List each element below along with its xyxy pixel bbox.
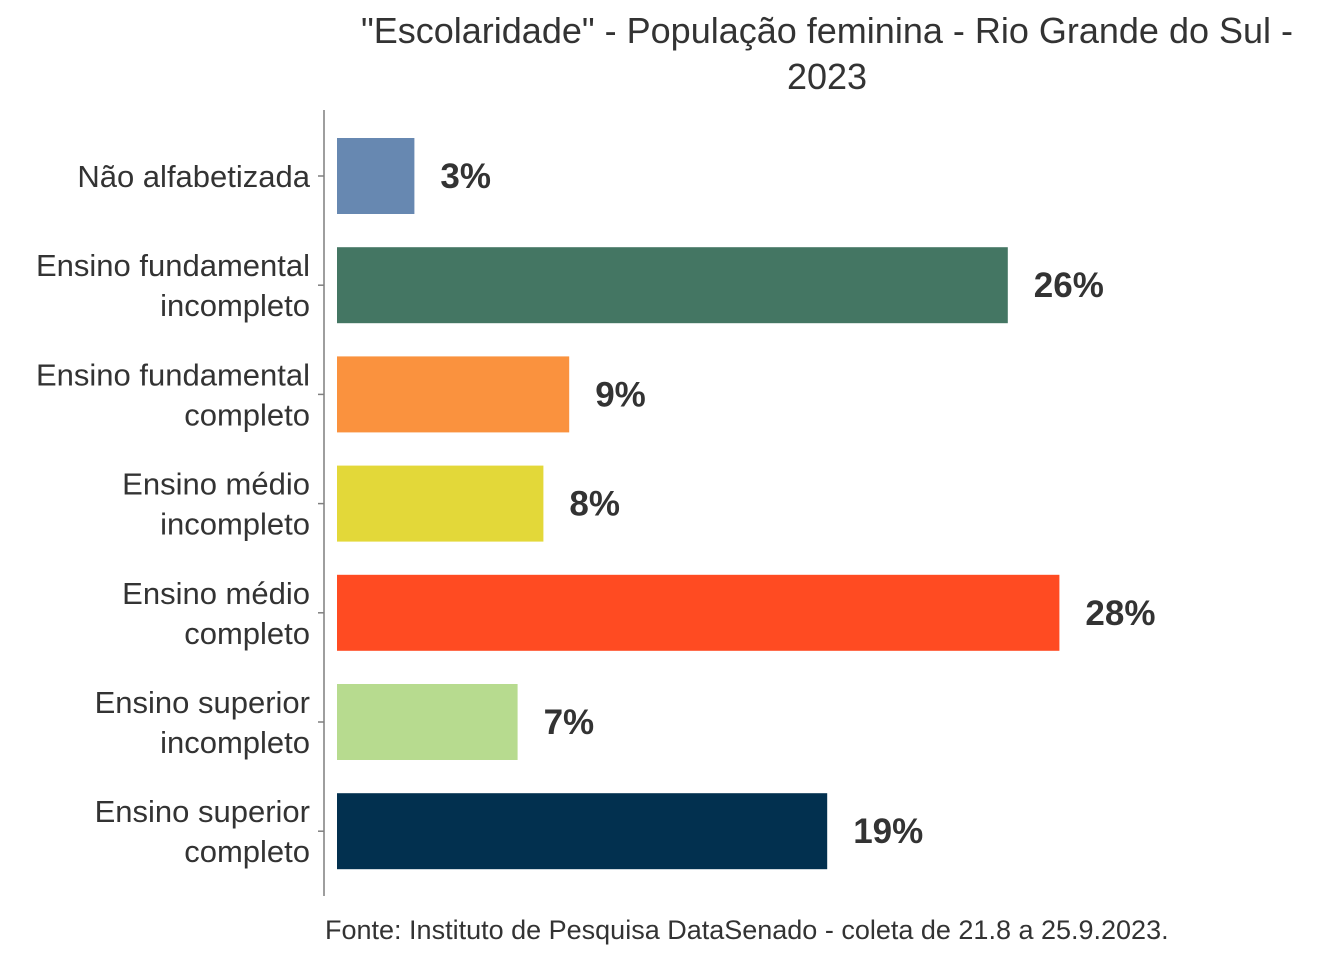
y-tick-label-line: Ensino superior <box>95 685 310 720</box>
bar <box>337 574 1060 651</box>
bars <box>337 138 1060 870</box>
y-axis <box>318 110 325 896</box>
data-label: 3% <box>440 157 491 196</box>
bar <box>337 138 415 214</box>
y-tick-label-line: completo <box>184 616 310 651</box>
y-tick-label-line: Ensino médio <box>122 576 310 611</box>
y-tick-label: Ensino fundamental completo <box>36 357 310 432</box>
data-label: 28% <box>1085 594 1155 633</box>
y-tick-label-line: incompleto <box>160 725 310 760</box>
bar <box>337 684 518 760</box>
value-labels: 3% 26% 9% 8% 28% 7% 19% <box>440 157 1155 851</box>
data-label: 19% <box>853 812 923 851</box>
y-tick-label-line: Não alfabetizada <box>77 159 310 194</box>
y-tick-label: Ensino médio incompleto <box>122 467 310 542</box>
bar <box>337 793 828 870</box>
chart-title-line-1: "Escolaridade" - População feminina - Ri… <box>360 10 1294 51</box>
y-tick-label-line: Ensino médio <box>122 467 310 502</box>
bar <box>337 356 570 433</box>
data-label: 8% <box>569 485 620 524</box>
y-tick-label-line: completo <box>184 397 310 432</box>
y-tick-label: Ensino superior completo <box>95 794 310 869</box>
chart-title-line-2: 2023 <box>786 56 868 97</box>
y-tick-label-line: Ensino fundamental <box>36 248 310 283</box>
y-tick-label: Não alfabetizada <box>77 159 310 194</box>
y-tick-label-line: incompleto <box>160 507 310 542</box>
chart-title: "Escolaridade" - População feminina - Ri… <box>320 8 1334 100</box>
y-tick-label-line: Ensino fundamental <box>36 357 310 392</box>
y-tick-label: Ensino fundamental incompleto <box>36 248 310 323</box>
data-label: 7% <box>544 703 595 742</box>
category-labels: Não alfabetizada Ensino fundamental incomp… <box>36 159 311 869</box>
bar <box>337 247 1008 324</box>
source-note: Fonte: Instituto de Pesquisa DataSenado … <box>325 915 1169 945</box>
bar <box>337 465 544 542</box>
y-tick-label: Ensino superior incompleto <box>95 685 310 760</box>
y-tick-label-line: completo <box>184 834 310 869</box>
y-tick-label-line: incompleto <box>160 288 310 323</box>
data-label: 26% <box>1034 266 1104 305</box>
y-tick-label: Ensino médio completo <box>122 576 310 651</box>
y-tick-label-line: Ensino superior <box>95 794 310 829</box>
data-label: 9% <box>595 375 646 414</box>
